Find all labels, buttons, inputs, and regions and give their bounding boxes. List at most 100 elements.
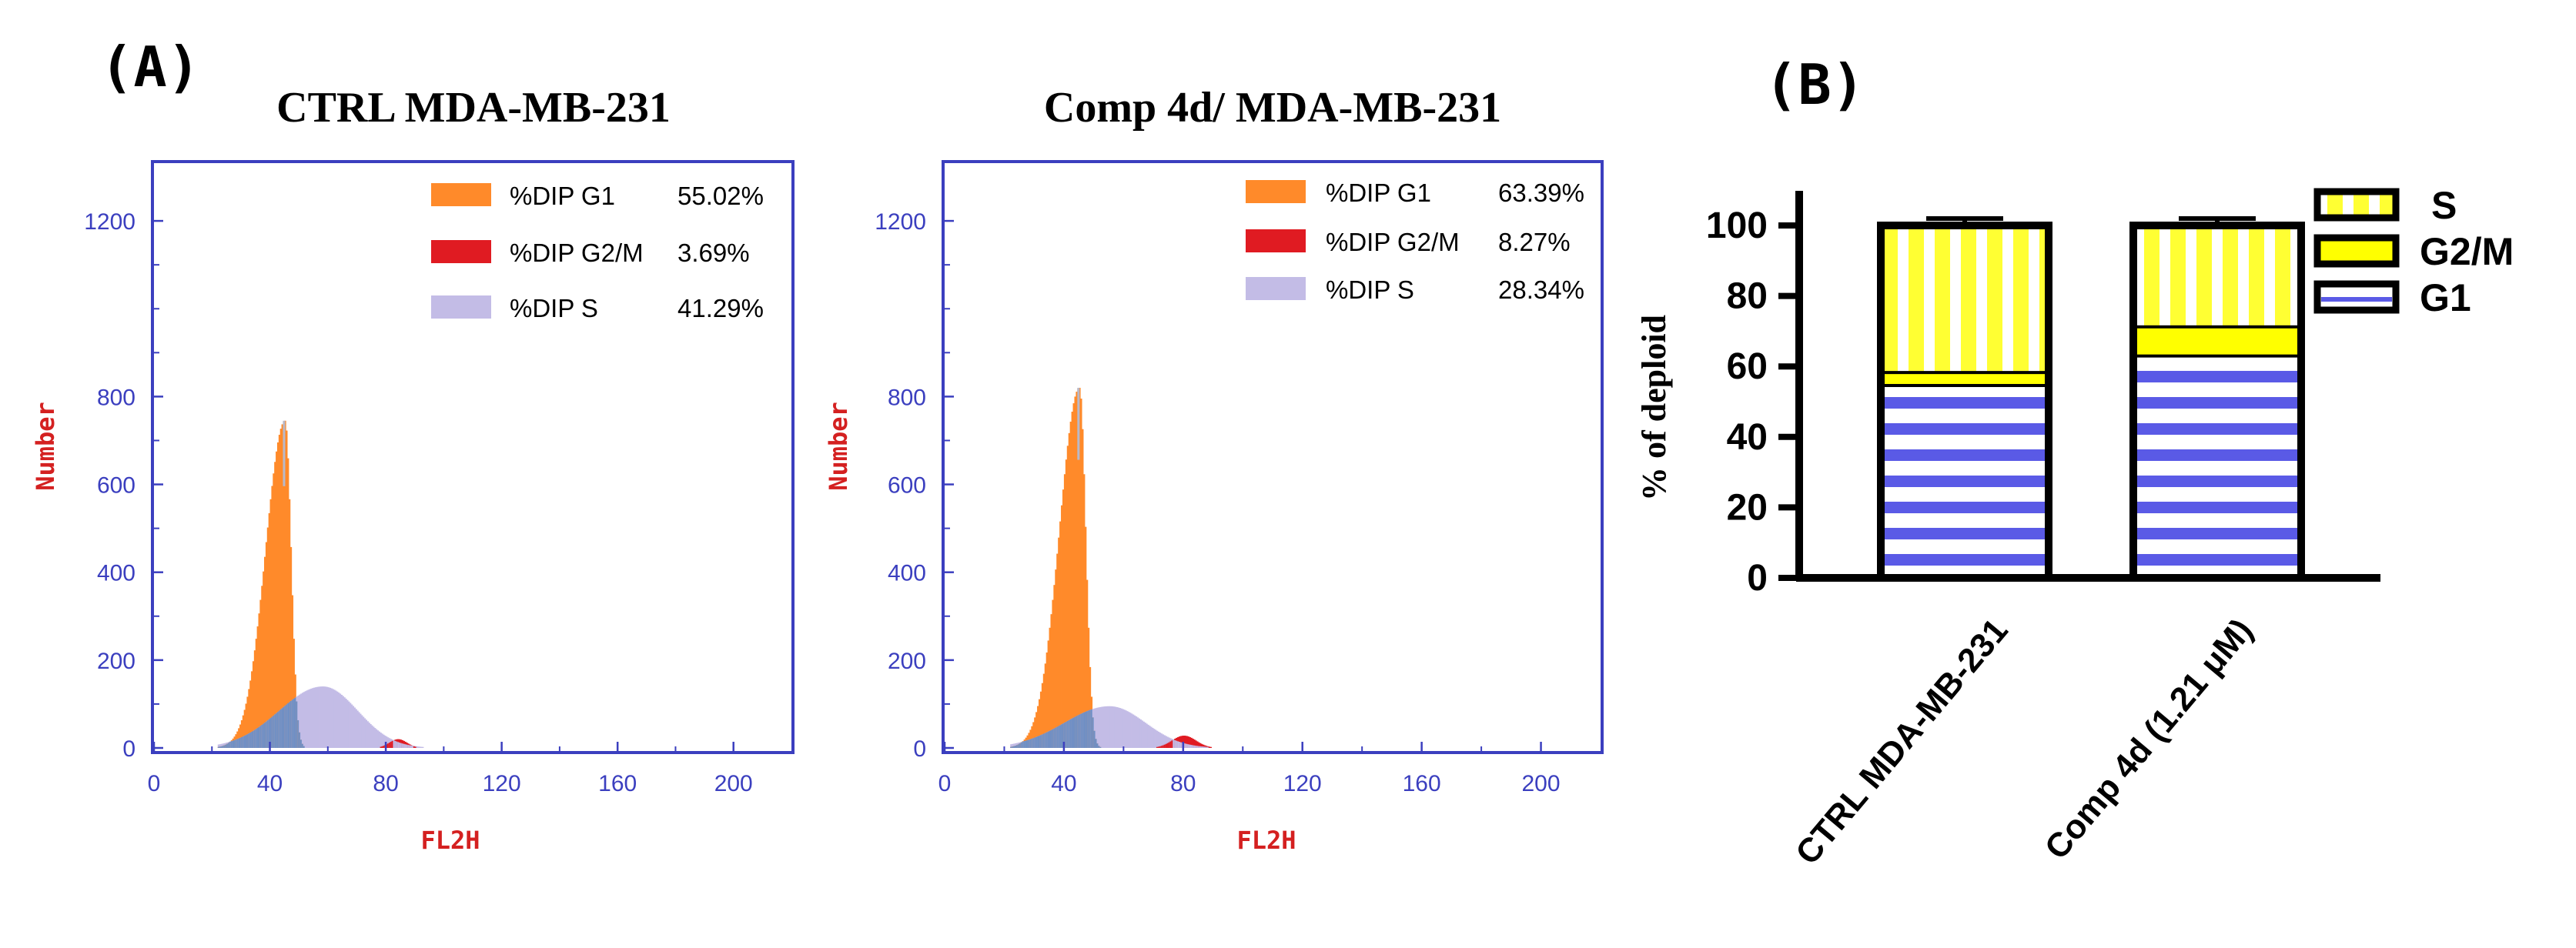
hist-bin-s	[320, 686, 323, 748]
hist-bin-g1	[1080, 399, 1082, 748]
hist-bin-overlap	[1026, 739, 1029, 748]
hist-xtick-label: 120	[1283, 771, 1322, 796]
hist-bin-g2m	[1190, 737, 1193, 748]
hist-bin-overlap	[273, 715, 275, 748]
hist-ytick-label: 200	[888, 649, 926, 674]
hist-bin-s	[1125, 710, 1127, 748]
hist-bin-overlap	[274, 714, 276, 748]
hist-bin-s	[374, 728, 376, 748]
hist-bin-g1	[1066, 446, 1069, 748]
hist-bin-g1	[276, 451, 278, 748]
hist-bin-s	[384, 735, 386, 748]
hist-bin-overlap	[1099, 746, 1102, 748]
hist-bin-overlap	[1042, 733, 1045, 748]
hist-bin-s	[361, 715, 363, 748]
hist-bin-overlap	[242, 736, 245, 748]
hist-bin-overlap	[1038, 736, 1041, 748]
hist-bin-s	[1109, 706, 1112, 748]
hist-bin-overlap	[1082, 713, 1084, 748]
hist-bin-g1	[293, 639, 295, 748]
hist-bin-g1	[1052, 599, 1054, 748]
hist-bin-s	[1109, 706, 1111, 748]
hist-bin-s	[1106, 706, 1108, 748]
hist-bin-s	[1187, 744, 1189, 748]
hist-bin-s	[1139, 719, 1142, 748]
hist-bin-overlap	[1093, 730, 1096, 748]
legend-value-g1: 63.39%	[1498, 179, 1584, 207]
hist-bin-s	[336, 691, 339, 748]
hist-bin-overlap	[1037, 736, 1039, 748]
hist-bin-g2m	[1186, 736, 1189, 748]
hist-bin-g1	[1069, 421, 1072, 748]
hist-bin-g1	[264, 556, 266, 748]
hist-bin-s	[314, 687, 317, 748]
bar-ytick-label: 60	[1727, 346, 1768, 387]
hist-comp-frame	[942, 160, 1604, 754]
legend-label-g2m: %DIP G2/M	[510, 239, 644, 267]
hist-bin-g1	[1085, 526, 1087, 748]
hist-bin-s	[358, 712, 360, 748]
hist-bin-s	[1149, 726, 1151, 748]
hist-bin-s	[1126, 711, 1129, 748]
hist-bin-g2m	[1165, 743, 1167, 748]
hist-bin-s	[1015, 743, 1017, 748]
hist-xtick-label: 40	[257, 771, 283, 796]
bar-category-ctrl: CTRL MDA-MB-231	[1788, 612, 2016, 872]
hist-bin-s	[397, 742, 400, 748]
hist-xtick-label: 80	[1170, 771, 1196, 796]
hist-bin-s	[330, 688, 333, 748]
hist-bin-overlap	[300, 739, 303, 748]
hist-bin-overlap	[1065, 722, 1068, 748]
hist-bin-g1	[1074, 396, 1076, 748]
hist-bin-s	[1114, 706, 1117, 748]
hist-bin-g2m	[414, 746, 417, 748]
hist-bin-g2m	[1184, 736, 1187, 748]
hist-bin-g1	[266, 527, 269, 748]
hist-bin-s	[1159, 733, 1162, 748]
hist-bin-g1	[259, 599, 262, 748]
legend-label-s: %DIP S	[510, 294, 598, 322]
hist-bin-g2m	[1198, 742, 1200, 748]
hist-bin-s	[1186, 743, 1189, 748]
hist-xtick-label: 160	[1403, 771, 1441, 796]
hist-bin-s	[312, 688, 314, 748]
hist-bin-g1	[243, 709, 246, 748]
hist-bin-overlap	[283, 706, 285, 748]
hist-bin-overlap	[239, 737, 242, 748]
hist-bin-overlap	[1045, 732, 1049, 748]
hist-ytick-label: 800	[97, 385, 135, 410]
hist-bin-g2m	[391, 740, 393, 748]
bar-ytick-label: 80	[1727, 276, 1768, 317]
hist-peak-rim	[283, 420, 286, 486]
hist-bin-s	[317, 686, 319, 748]
legend-value-g2m: 3.69%	[677, 239, 750, 267]
hist-bin-s	[1122, 709, 1124, 748]
hist-bin-overlap	[1080, 713, 1082, 748]
legend-value-g1: 55.02%	[677, 182, 764, 210]
hist-bin-s	[1193, 745, 1196, 748]
hist-bin-g2m	[413, 746, 416, 748]
hist-bin-overlap	[249, 733, 252, 748]
hist-bin-overlap	[238, 738, 240, 748]
hist-bin-s	[362, 716, 365, 748]
hist-bin-s	[309, 689, 311, 748]
hist-bin-g1	[281, 424, 283, 748]
hist-bin-g1	[1038, 699, 1041, 748]
hist-bin-g1	[238, 728, 240, 748]
hist-bin-s	[1160, 733, 1163, 748]
hist-bin-s	[1153, 729, 1156, 748]
hist-bin-s	[360, 713, 362, 748]
hist-bin-overlap	[1015, 746, 1017, 748]
hist-bin-s	[1174, 739, 1176, 748]
hist-ytick-label: 1200	[84, 209, 135, 235]
hist-bin-s	[1201, 746, 1203, 748]
hist-bin-overlap	[1068, 719, 1071, 748]
legend-swatch-g1	[431, 183, 491, 206]
hist-bin-s	[1096, 707, 1099, 748]
hist-bin-s	[371, 725, 373, 748]
hist-bin-g1	[245, 703, 247, 748]
hist-bin-overlap	[279, 709, 282, 748]
hist-bin-s	[396, 741, 398, 748]
hist-bin-s	[1195, 746, 1197, 748]
